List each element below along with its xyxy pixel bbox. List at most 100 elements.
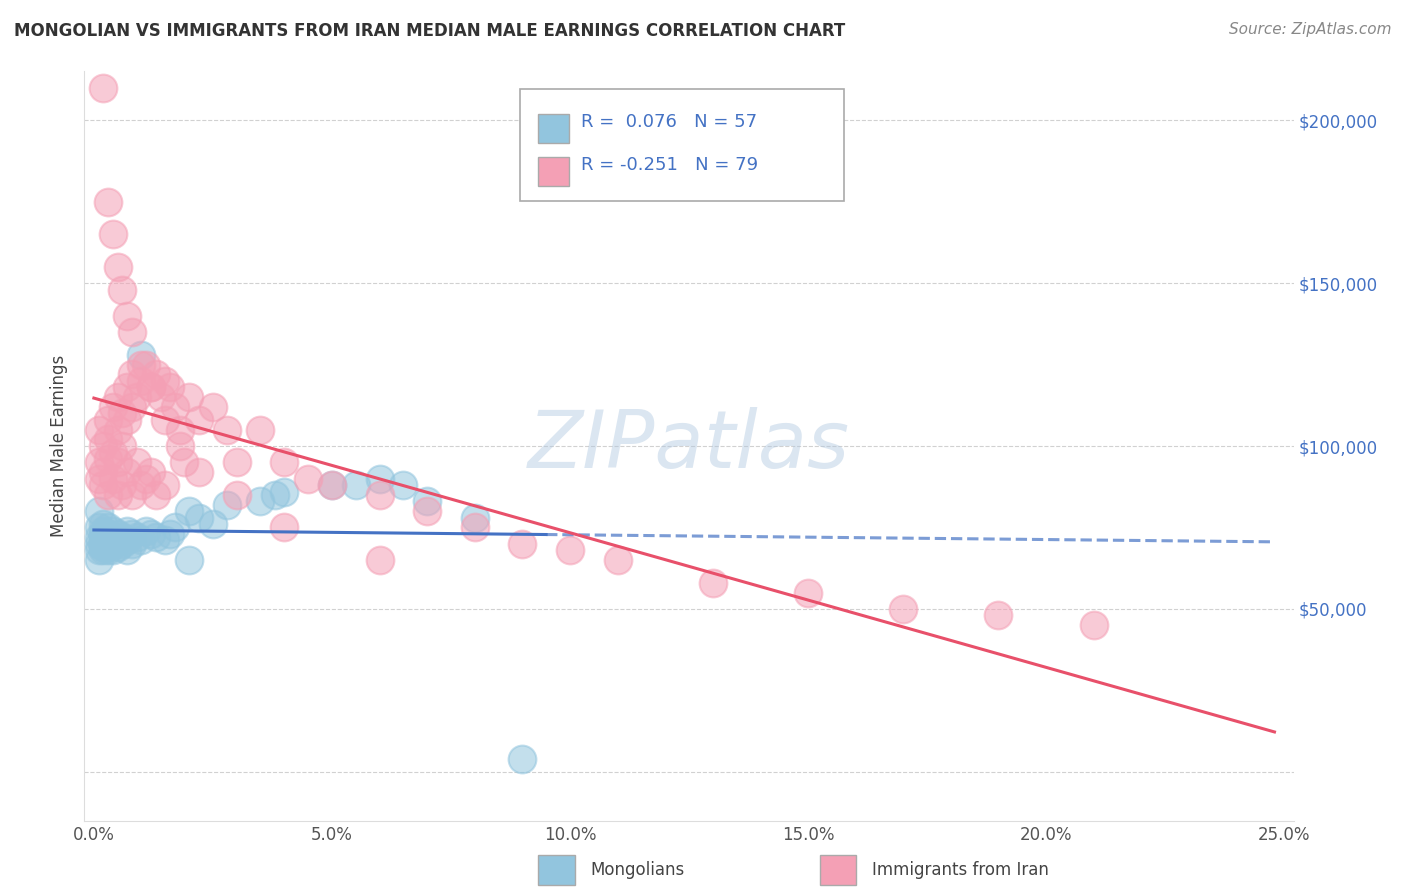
Point — [159, 380, 181, 394]
Point — [139, 527, 162, 541]
Point — [97, 527, 120, 541]
Point — [135, 358, 157, 372]
Point — [87, 455, 110, 469]
Point — [101, 445, 124, 459]
Point — [321, 478, 343, 492]
Point — [344, 478, 367, 492]
Text: Mongolians: Mongolians — [591, 861, 685, 879]
Point — [115, 380, 138, 394]
Point — [273, 484, 295, 499]
Point — [225, 488, 247, 502]
Point — [510, 752, 533, 766]
Point — [101, 400, 124, 414]
Point — [97, 488, 120, 502]
Text: Source: ZipAtlas.com: Source: ZipAtlas.com — [1229, 22, 1392, 37]
Point — [101, 524, 124, 538]
Point — [163, 400, 186, 414]
Point — [187, 413, 209, 427]
Point — [87, 520, 110, 534]
Point — [87, 530, 110, 544]
Point — [1083, 618, 1105, 632]
Point — [111, 478, 134, 492]
Point — [121, 325, 143, 339]
Text: Immigrants from Iran: Immigrants from Iran — [872, 861, 1049, 879]
Point — [125, 455, 148, 469]
Point — [297, 472, 319, 486]
Point — [201, 400, 224, 414]
Point — [797, 585, 820, 599]
Point — [107, 260, 129, 274]
Y-axis label: Median Male Earnings: Median Male Earnings — [51, 355, 69, 537]
Text: R =  0.076   N = 57: R = 0.076 N = 57 — [581, 113, 756, 131]
Point — [135, 524, 157, 538]
Point — [101, 472, 124, 486]
Point — [107, 540, 129, 554]
Point — [392, 478, 415, 492]
Point — [131, 533, 153, 548]
Point — [101, 533, 124, 548]
Point — [121, 537, 143, 551]
Point — [93, 524, 115, 538]
Point — [87, 423, 110, 437]
Point — [93, 533, 115, 548]
Point — [111, 406, 134, 420]
Point — [249, 494, 271, 508]
Point — [115, 524, 138, 538]
Point — [217, 498, 239, 512]
Point — [87, 553, 110, 567]
Point — [97, 540, 120, 554]
Point — [131, 478, 153, 492]
Point — [321, 478, 343, 492]
Point — [131, 358, 153, 372]
Point — [93, 465, 115, 479]
Point — [173, 455, 195, 469]
Point — [368, 553, 391, 567]
Point — [177, 390, 200, 404]
Point — [125, 390, 148, 404]
Point — [111, 537, 134, 551]
Point — [111, 283, 134, 297]
Point — [107, 455, 129, 469]
Point — [368, 472, 391, 486]
Point — [273, 520, 295, 534]
Point — [93, 527, 115, 541]
Point — [510, 537, 533, 551]
Point — [115, 309, 138, 323]
Point — [93, 537, 115, 551]
Point — [464, 510, 486, 524]
Point — [139, 465, 162, 479]
Point — [107, 527, 129, 541]
Point — [97, 543, 120, 558]
Point — [217, 423, 239, 437]
Point — [155, 533, 177, 548]
Point — [107, 423, 129, 437]
Point — [225, 455, 247, 469]
Point — [93, 517, 115, 532]
Point — [101, 227, 124, 242]
Point — [93, 540, 115, 554]
Point — [93, 439, 115, 453]
Point — [101, 530, 124, 544]
Point — [155, 478, 177, 492]
Point — [702, 575, 724, 590]
Point — [131, 348, 153, 362]
Point — [121, 488, 143, 502]
Point — [145, 530, 167, 544]
Point — [149, 390, 172, 404]
Point — [145, 488, 167, 502]
Point — [97, 413, 120, 427]
Point — [87, 543, 110, 558]
Point — [155, 413, 177, 427]
Point — [464, 520, 486, 534]
Point — [187, 510, 209, 524]
Point — [121, 400, 143, 414]
Point — [115, 413, 138, 427]
Point — [187, 465, 209, 479]
Point — [263, 488, 285, 502]
Point — [249, 423, 271, 437]
Point — [131, 374, 153, 388]
Text: R = -0.251   N = 79: R = -0.251 N = 79 — [581, 156, 758, 175]
Point — [368, 488, 391, 502]
Point — [107, 390, 129, 404]
Point — [416, 494, 439, 508]
